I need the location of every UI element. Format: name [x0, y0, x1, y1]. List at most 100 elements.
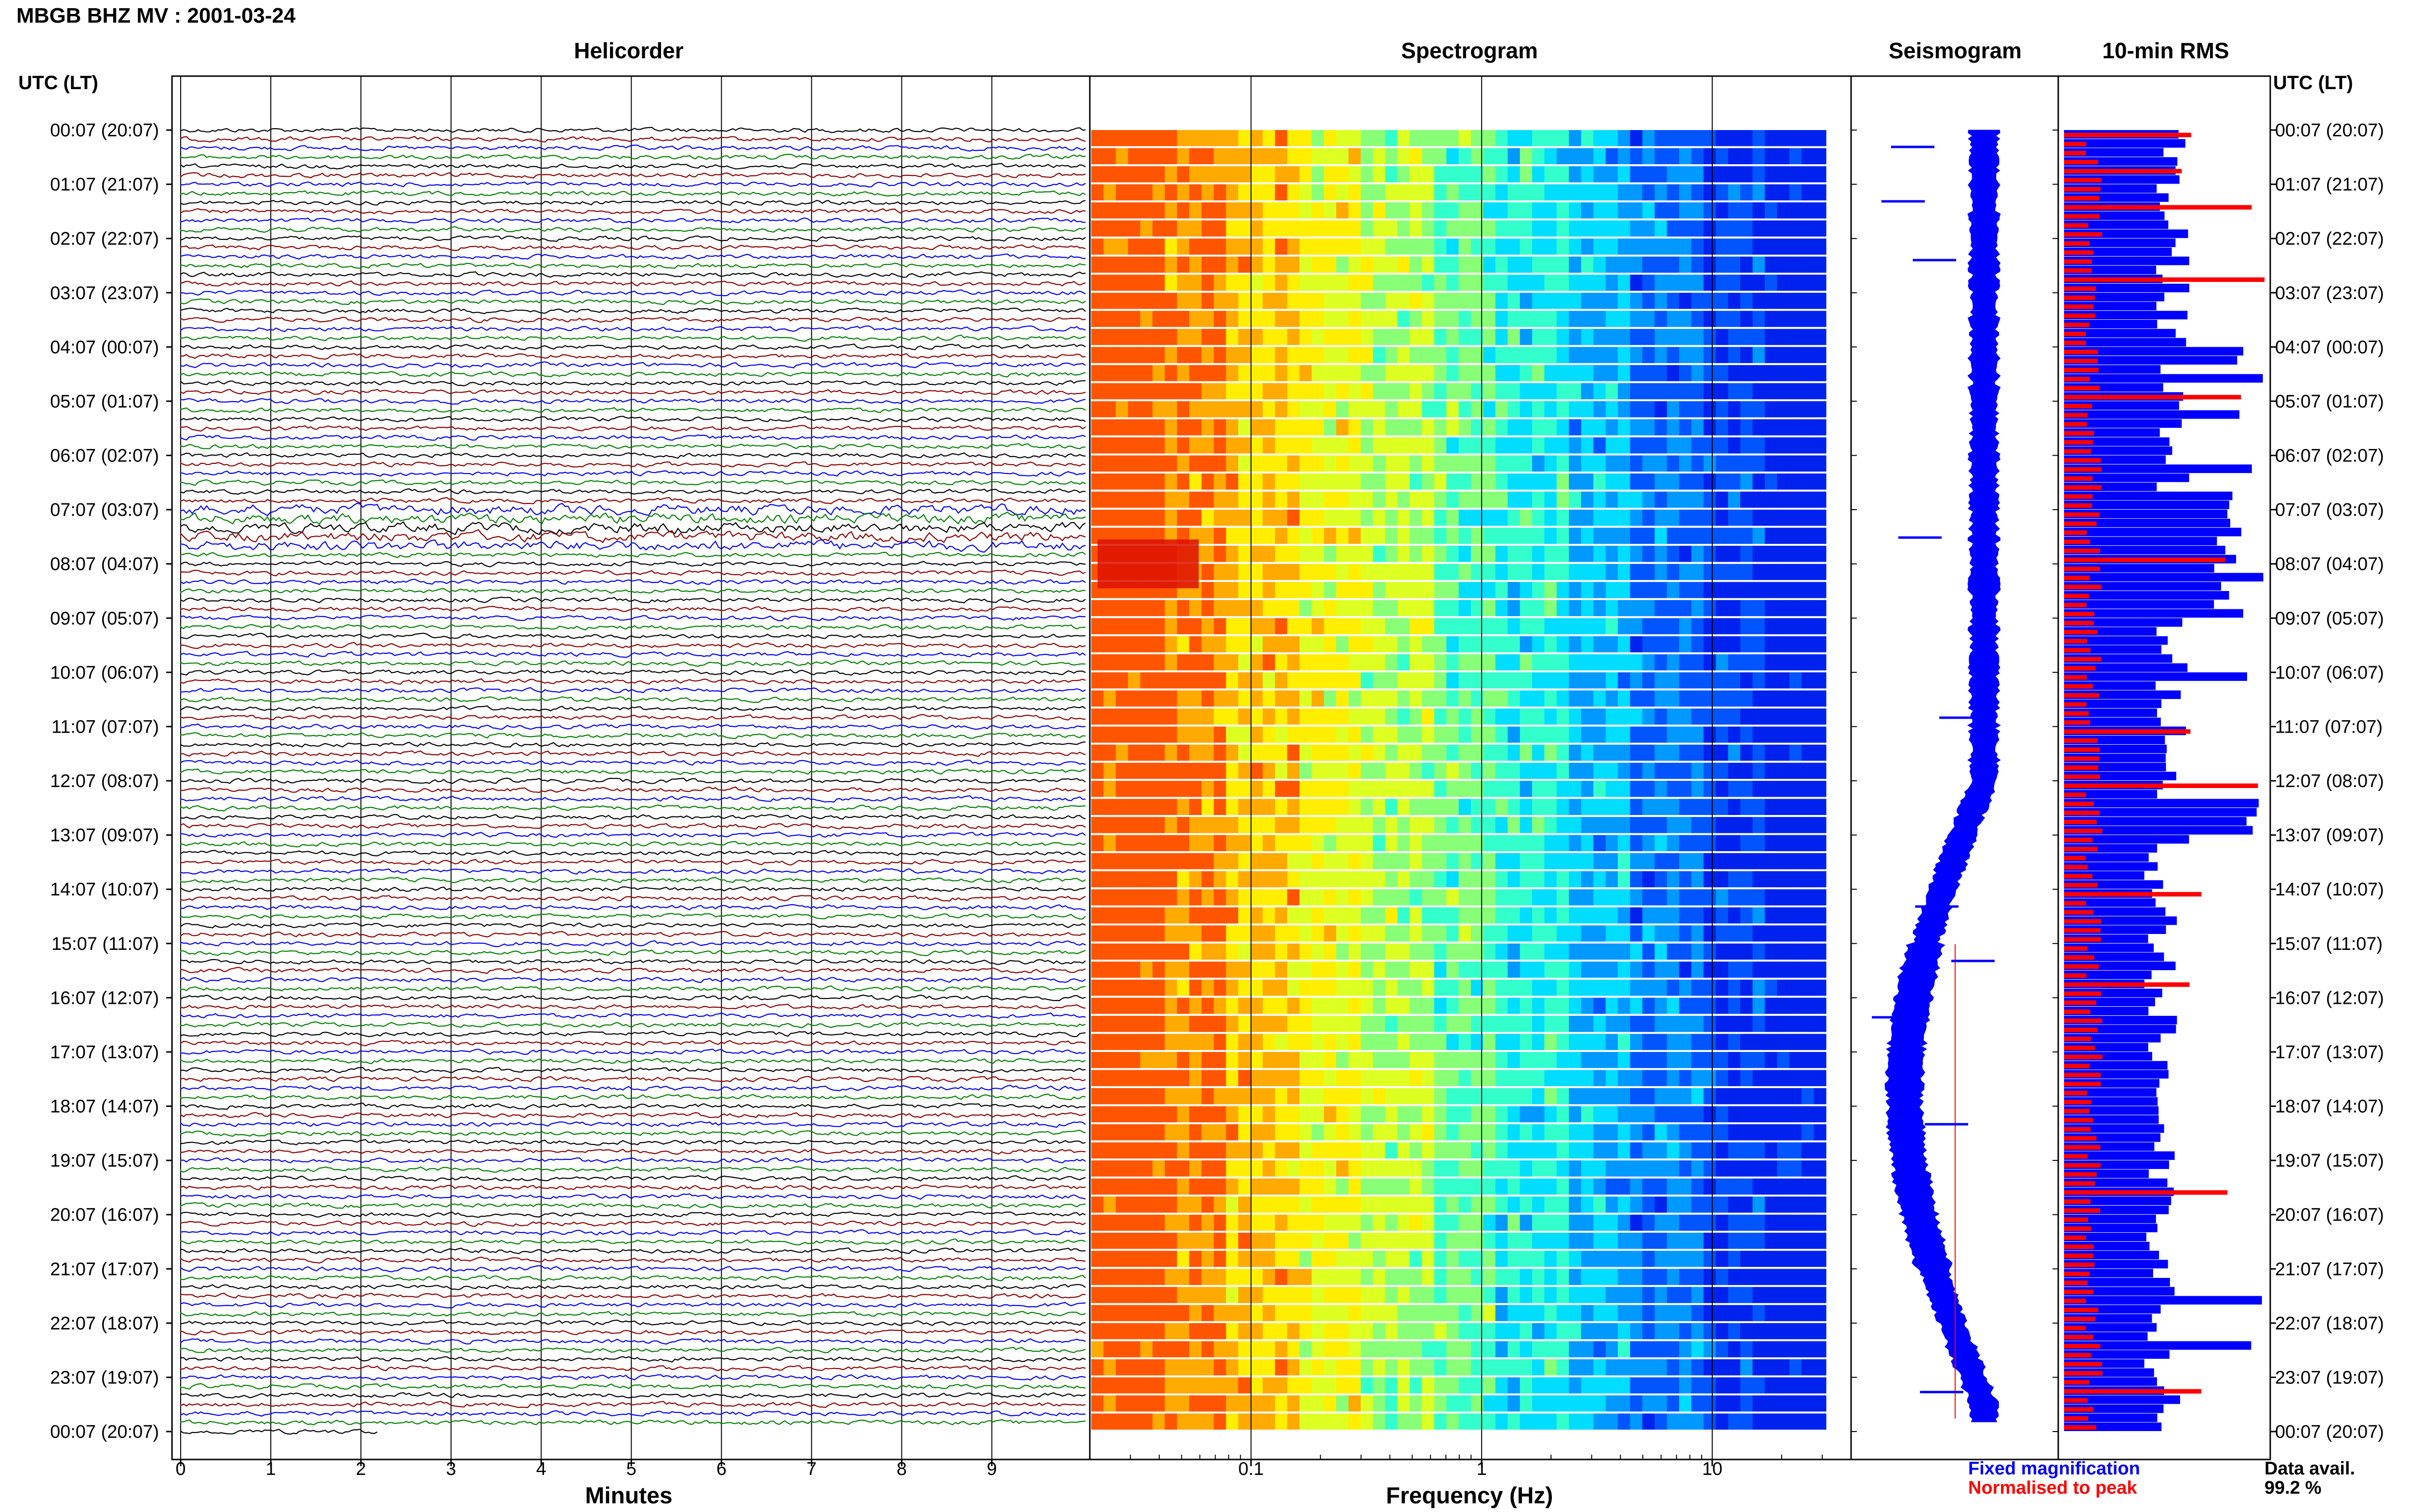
spectrogram-cell — [1226, 1269, 1239, 1285]
spectrogram-cell — [1655, 311, 1668, 327]
spectrogram-cell — [1813, 1034, 1827, 1050]
spectrogram-cell — [1336, 654, 1349, 671]
spectrogram-cell — [1752, 708, 1765, 725]
spectrogram-cell — [1483, 184, 1496, 201]
spectrogram-cell — [1655, 1124, 1668, 1141]
spectrogram-cell — [1630, 564, 1643, 580]
spectrogram-cell — [1581, 1196, 1594, 1213]
spectrogram-cell — [1214, 654, 1227, 671]
spectrogram-cell — [1115, 1034, 1128, 1050]
spectrogram-cell — [1483, 311, 1496, 327]
spectrogram-cell — [1801, 1305, 1814, 1321]
spectrogram-cell — [1703, 1088, 1716, 1104]
spectrogram-cell — [1361, 853, 1374, 869]
spectrogram-cell — [1434, 311, 1447, 327]
spectrogram-cell — [1201, 1015, 1214, 1032]
spectrogram-cell — [1189, 401, 1202, 418]
spectrogram-cell — [1605, 166, 1618, 183]
spectrogram-cell — [1336, 166, 1349, 183]
spectrogram-cell — [1581, 925, 1594, 942]
spectrogram-cell — [1348, 347, 1361, 363]
spectrogram-cell — [1214, 1377, 1227, 1394]
spectrogram-cell — [1397, 130, 1410, 146]
spectrogram-cell — [1655, 473, 1668, 490]
spectrogram-cell — [1189, 1305, 1202, 1321]
spectrogram-cell — [1777, 383, 1790, 399]
spectrogram-cell — [1434, 202, 1447, 219]
spectrogram-cell — [1764, 853, 1777, 869]
spectrogram-cell — [1115, 365, 1128, 381]
spectrogram-cell — [1569, 292, 1582, 309]
spectrogram-cell — [1703, 979, 1716, 996]
spectrogram-cell — [1128, 600, 1141, 617]
spectrogram-cell — [1556, 1269, 1569, 1285]
spectrogram-cell — [1385, 1124, 1398, 1141]
spectrogram-cell — [1128, 1341, 1141, 1357]
spectrogram-cell — [1128, 1124, 1141, 1141]
spectrogram-cell — [1544, 347, 1557, 363]
spectrogram-cell — [1813, 925, 1827, 942]
spectrogram-cell — [1520, 1052, 1533, 1068]
frequency-tick-label: 0.1 — [1238, 1459, 1264, 1479]
spectrogram-cell — [1617, 871, 1630, 888]
spectrogram-cell — [1115, 437, 1128, 454]
spectrogram-cell — [1397, 799, 1410, 815]
spectrogram-cell — [1703, 292, 1716, 309]
spectrogram-cell — [1716, 1160, 1729, 1177]
spectrogram-cell — [1617, 510, 1630, 526]
spectrogram-cell — [1605, 925, 1618, 942]
spectrogram-cell — [1655, 943, 1668, 960]
spectrogram-cell — [1177, 853, 1190, 869]
spectrogram-cell — [1569, 636, 1582, 653]
spectrogram-cell — [1801, 835, 1814, 852]
spectrogram-cell — [1593, 1015, 1606, 1032]
spectrogram-cell — [1299, 708, 1312, 725]
spectrogram-row — [1091, 961, 1827, 978]
spectrogram-cell — [1728, 1015, 1741, 1032]
spectrogram-cell — [1667, 275, 1680, 291]
spectrogram-cell — [1287, 1070, 1300, 1086]
spectrogram-cell — [1764, 799, 1777, 815]
rms-bar-normalised — [2064, 467, 2102, 472]
spectrogram-cell — [1458, 401, 1471, 418]
helicorder-trace — [180, 199, 1086, 206]
spectrogram-cell — [1373, 636, 1386, 653]
spectrogram-cell — [1177, 600, 1190, 617]
spectrogram-cell — [1361, 600, 1374, 617]
spectrogram-cell — [1593, 130, 1606, 146]
spectrogram-cell — [1777, 1269, 1790, 1285]
spectrogram-cell — [1361, 292, 1374, 309]
spectrogram-cell — [1789, 1070, 1802, 1086]
spectrogram-cell — [1201, 1196, 1214, 1213]
spectrogram-row — [1091, 546, 1827, 562]
spectrogram-cell — [1581, 744, 1594, 761]
spectrogram-cell — [1373, 437, 1386, 454]
spectrogram-cell — [1128, 998, 1141, 1014]
spectrogram-cell — [1605, 1070, 1618, 1086]
spectrogram-cell — [1226, 256, 1239, 273]
spectrogram-cell — [1434, 654, 1447, 671]
spectrogram-cell — [1716, 636, 1729, 653]
spectrogram-cell — [1397, 781, 1410, 797]
spectrogram-cell — [1569, 943, 1582, 960]
spectrogram-cell — [1605, 148, 1618, 164]
helicorder-trace — [180, 1184, 1086, 1191]
spectrogram-cell — [1617, 1052, 1630, 1068]
spectrogram-cell — [1740, 943, 1753, 960]
spectrogram-cell — [1728, 618, 1741, 634]
spectrogram-cell — [1520, 654, 1533, 671]
spectrogram-cell — [1569, 130, 1582, 146]
spectrogram-cell — [1201, 437, 1214, 454]
spectrogram-cell — [1397, 510, 1410, 526]
spectrogram-cell — [1679, 220, 1692, 237]
spectrogram-cell — [1777, 1377, 1790, 1394]
rms-bar-normalised — [2064, 331, 2086, 336]
spectrogram-cell — [1165, 853, 1178, 869]
spectrogram-cell — [1177, 1250, 1190, 1267]
spectrogram-cell — [1177, 1413, 1190, 1430]
spectrogram-cell — [1532, 672, 1545, 689]
spectrogram-cell — [1789, 1160, 1802, 1177]
spectrogram-cell — [1434, 853, 1447, 869]
spectrogram-cell — [1789, 817, 1802, 833]
spectrogram-cell — [1642, 564, 1655, 580]
